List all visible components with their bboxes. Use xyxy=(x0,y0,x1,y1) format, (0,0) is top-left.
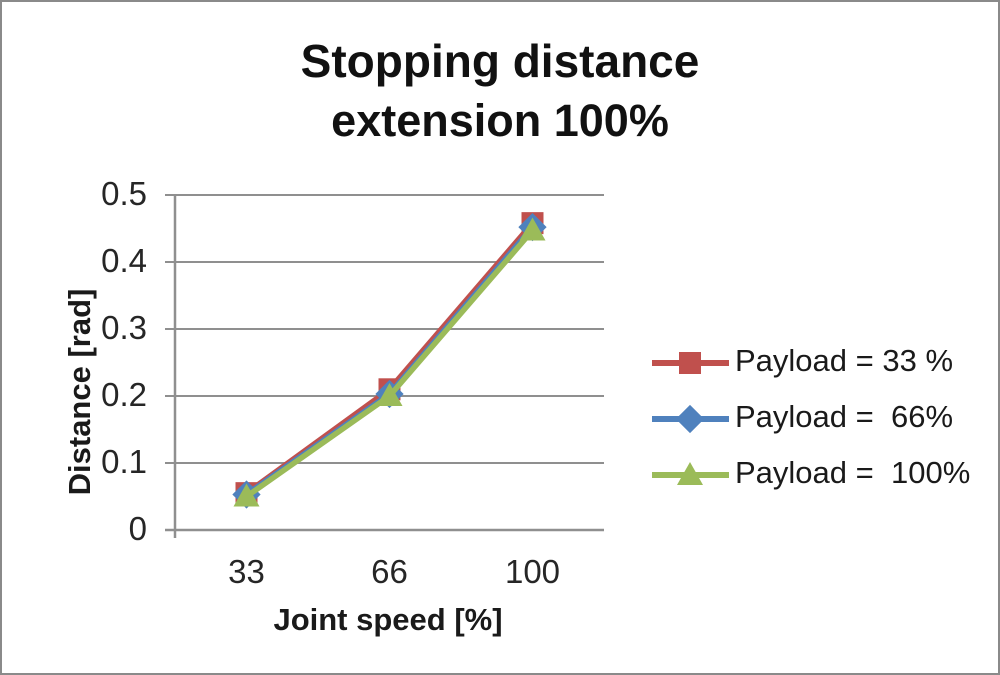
series-line xyxy=(243,224,536,498)
triangle-marker xyxy=(519,217,546,241)
x-tick-label: 66 xyxy=(371,553,408,590)
chart-subtitle: extension 100% xyxy=(331,95,669,146)
legend-label: Payload = 66% xyxy=(735,399,954,434)
y-axis-title: Distance [rad] xyxy=(62,288,97,496)
triangle-marker xyxy=(233,483,260,507)
y-tick-label: 0.2 xyxy=(101,376,147,413)
legend-diamond-marker xyxy=(675,404,705,434)
chart-title: Stopping distance xyxy=(300,35,700,87)
series-line xyxy=(243,220,536,496)
legend-label: Payload = 33 % xyxy=(735,343,954,378)
legend-square-marker xyxy=(679,352,701,374)
x-axis-title: Joint speed [%] xyxy=(273,602,503,637)
y-tick-label: 0.4 xyxy=(101,242,147,279)
y-tick-label: 0 xyxy=(128,510,147,547)
legend-label: Payload = 100% xyxy=(735,455,971,490)
y-tick-label: 0.1 xyxy=(101,443,147,480)
y-tick-label: 0.5 xyxy=(101,175,147,212)
triangle-marker xyxy=(376,383,403,406)
y-tick-label: 0.3 xyxy=(101,309,147,346)
chart-title-block: Stopping distance extension 100% xyxy=(2,32,998,150)
x-tick-label: 100 xyxy=(504,553,561,590)
legend-triangle-marker xyxy=(677,462,703,485)
x-tick-label: 33 xyxy=(228,553,265,590)
